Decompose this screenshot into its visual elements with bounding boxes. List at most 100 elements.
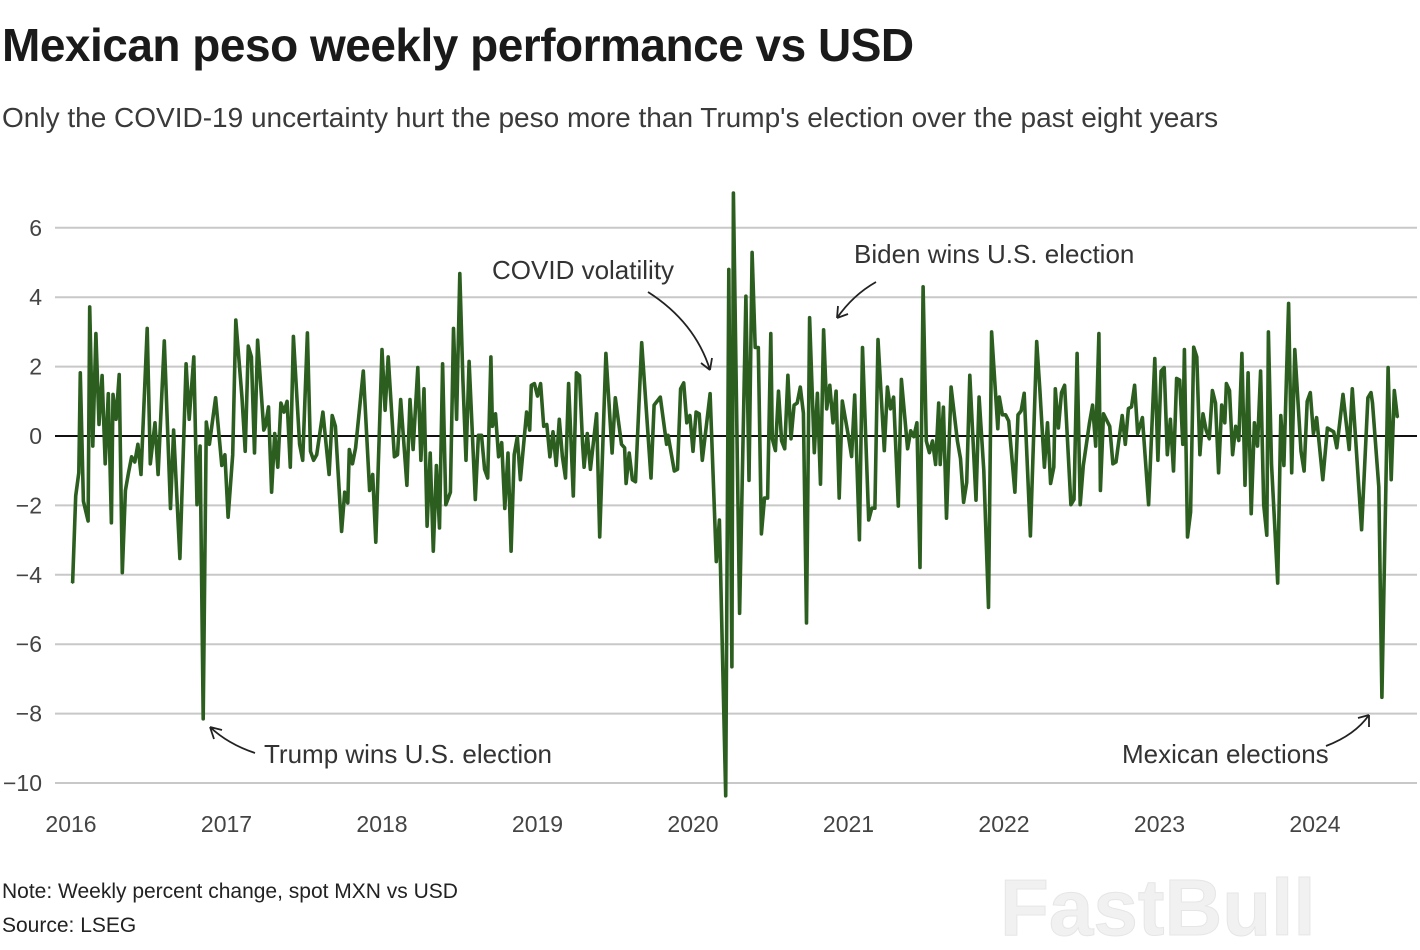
data-point — [134, 461, 136, 463]
data-point — [805, 622, 808, 624]
data-point — [1020, 410, 1022, 412]
data-point — [309, 450, 312, 453]
data-point — [555, 464, 557, 467]
data-point — [1342, 393, 1344, 396]
series-line — [70, 191, 1400, 798]
data-point — [766, 497, 769, 499]
data-point — [1259, 370, 1262, 372]
data-point — [127, 472, 130, 474]
annotation-mexico-label: Mexican elections — [1122, 739, 1329, 769]
x-tick-label: 2021 — [823, 811, 874, 837]
data-point — [1094, 445, 1097, 447]
data-point — [82, 500, 85, 503]
data-point — [1387, 366, 1389, 369]
data-point — [1396, 416, 1399, 419]
source-note: Source: LSEG — [2, 914, 137, 937]
data-point — [549, 456, 551, 458]
data-point — [154, 422, 156, 424]
data-point — [221, 464, 223, 467]
data-point — [709, 392, 711, 395]
data-point — [406, 484, 408, 487]
annotation-trump-arrow — [209, 726, 256, 754]
data-point — [1154, 357, 1156, 360]
data-point — [1294, 348, 1296, 351]
x-axis-ticks: 2016 2017 2018 2019 2020 2021 2022 2023 2024 — [45, 811, 1340, 837]
data-point — [745, 295, 747, 298]
data-point — [640, 341, 643, 344]
data-point — [686, 422, 688, 424]
data-point — [595, 413, 598, 415]
data-point — [417, 366, 419, 369]
footnote: Note: Weekly percent change, spot MXN vs… — [2, 880, 458, 903]
data-point — [110, 522, 113, 524]
data-point — [998, 396, 1001, 398]
data-point — [822, 329, 825, 331]
data-point — [494, 413, 497, 415]
data-point — [724, 795, 727, 797]
data-point — [224, 453, 226, 456]
data-point — [474, 498, 477, 501]
data-point — [1057, 427, 1060, 429]
data-point — [124, 489, 127, 492]
data-point — [1121, 414, 1123, 417]
data-point — [1046, 422, 1049, 424]
y-tick-label: −2 — [16, 492, 42, 518]
data-point — [163, 340, 166, 342]
data-point — [673, 470, 676, 472]
data-point — [525, 411, 528, 413]
data-point — [829, 384, 831, 387]
data-point — [718, 519, 721, 521]
data-point — [1147, 503, 1150, 506]
data-point — [1017, 414, 1019, 416]
data-point — [71, 582, 74, 584]
data-point — [490, 356, 492, 358]
data-point — [620, 443, 623, 446]
data-point — [934, 463, 937, 466]
data-point — [799, 386, 802, 388]
data-point — [1108, 425, 1111, 428]
data-point — [653, 404, 655, 406]
data-point — [107, 392, 110, 395]
data-point — [375, 541, 377, 543]
data-point — [193, 356, 195, 358]
data-point — [393, 456, 396, 458]
data-point — [1270, 463, 1273, 465]
data-point — [665, 443, 668, 446]
data-point — [289, 466, 292, 469]
data-point — [477, 434, 480, 437]
data-point — [561, 456, 564, 458]
data-point — [1073, 498, 1075, 501]
data-point — [808, 316, 811, 319]
data-point — [858, 539, 861, 541]
data-point — [916, 422, 918, 424]
data-point — [441, 363, 444, 365]
data-point — [1192, 346, 1195, 349]
data-point — [445, 503, 447, 506]
data-point — [1280, 414, 1282, 417]
data-point — [533, 382, 536, 385]
data-point — [1202, 413, 1204, 415]
data-point — [1169, 418, 1172, 421]
data-point — [1267, 331, 1270, 333]
data-point — [978, 396, 980, 398]
data-point — [780, 440, 783, 442]
data-point — [692, 450, 694, 453]
y-tick-label: −6 — [16, 631, 42, 657]
data-point — [1196, 356, 1198, 358]
data-point — [298, 443, 301, 446]
data-point — [78, 472, 80, 474]
data-point — [530, 384, 533, 387]
data-point — [1112, 463, 1114, 465]
data-point — [575, 372, 578, 374]
data-point — [787, 374, 789, 377]
data-point — [1186, 536, 1189, 538]
data-point — [188, 418, 190, 421]
data-point — [384, 409, 386, 412]
data-point — [1088, 422, 1091, 424]
data-point — [731, 666, 733, 668]
data-point — [679, 388, 682, 390]
data-point — [1004, 414, 1007, 416]
data-point — [1023, 392, 1025, 395]
data-point — [98, 423, 100, 426]
data-point — [267, 406, 270, 408]
